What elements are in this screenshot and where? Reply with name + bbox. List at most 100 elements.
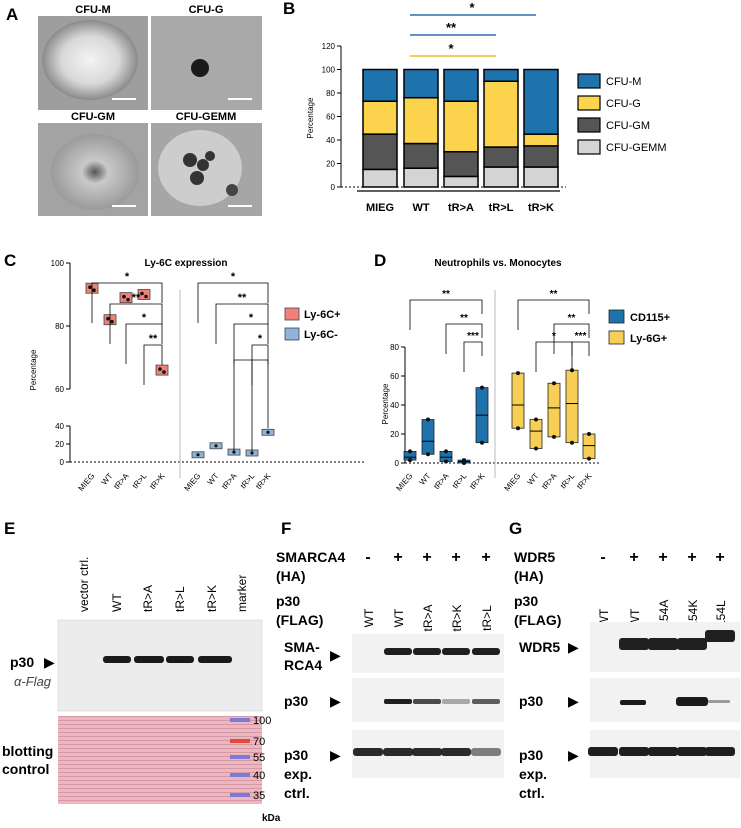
g-row2-label: p30 (514, 593, 538, 609)
sig-star: * (448, 41, 454, 56)
point-ly6g-tR>L (570, 440, 574, 445)
marker-band (230, 755, 250, 759)
y-tick-label: 80 (55, 322, 64, 331)
legend-swatch-0 (284, 307, 300, 321)
point-ly6c-pos-MIEG (92, 288, 96, 293)
band-p30 (198, 656, 232, 663)
e-unit-kda: kDa (262, 813, 281, 823)
point-ly6c-pos-WT (110, 319, 114, 324)
point-cd115-tR>A (444, 449, 448, 454)
point-ly6c-neg-MIEG (196, 453, 200, 457)
sig-bracket (233, 359, 269, 452)
y-tick-label: 80 (390, 343, 399, 352)
legend-swatch-0 (608, 309, 625, 324)
panel-b-legend: CFU-M CFU-G CFU-GM CFU-GEMM (577, 73, 667, 155)
sig-bracket (143, 344, 163, 385)
f-lane-label: tR>A (421, 604, 435, 631)
band-p30 (384, 699, 412, 704)
sig-bracket (553, 323, 590, 354)
f-arrow-3: ▶ (330, 747, 341, 763)
x-label-WT: WT (418, 471, 433, 486)
sig-bracket (571, 341, 590, 372)
sig-bracket (91, 282, 163, 323)
legend-label-1: Ly-6G+ (630, 333, 667, 345)
legend-label-0: Ly-6C+ (304, 309, 341, 321)
x-label-tR>K: tR>K (254, 471, 273, 491)
band-smarca4 (472, 648, 500, 655)
f-bands (353, 648, 501, 756)
panel-f: F SMARCA4 (HA) - + + + + p30 (FLAG) WT WT tR>A… (276, 519, 504, 801)
f-row1-values: - + + + + (365, 549, 490, 566)
bar-cfu-g-MIEG (362, 100, 398, 135)
panel-e: E vector ctrl. WT tR>A tR>L tR>K marker p30 ▶… (2, 519, 281, 824)
x-label-tR>A: tR>A (432, 471, 451, 491)
band-smarca4 (413, 648, 441, 655)
point-cd115-tR>K (480, 385, 484, 390)
g-value: - (600, 549, 605, 566)
g-value: + (629, 549, 638, 566)
bar-cfu-gemm-tR>L (483, 166, 519, 188)
micrograph-cfu-m (38, 16, 148, 110)
panel-c-title: Ly-6C expression (145, 258, 228, 269)
f-row1-tag: (HA) (276, 568, 306, 584)
sig-star: ** (550, 289, 558, 300)
panel-label-b: B (283, 0, 295, 18)
panel-label-d: D (374, 251, 386, 270)
point-ly6c-neg-tR>A (232, 450, 236, 454)
f-lane-label: WT (362, 608, 376, 627)
box-ly6g-WT (529, 419, 543, 449)
point-ly6g-tR>A (552, 434, 556, 439)
bar-cfu-gemm-tR>K (523, 166, 559, 188)
point-cd115-WT (426, 417, 430, 422)
x-label-MIEG: MIEG (76, 472, 96, 493)
e-label-control: control (2, 761, 49, 777)
sig-star: * (552, 331, 556, 342)
legend-swatch-cfu-g (577, 95, 601, 111)
sig-star: * (125, 271, 130, 283)
point-ly6g-tR>K (587, 432, 591, 436)
f-lane-label: tR>L (480, 605, 494, 631)
bar-cfu-g-tR>K (523, 133, 559, 147)
panel-c-ylabel: Percentage (29, 349, 38, 390)
sig-star: ** (238, 292, 247, 304)
sig-bracket (409, 299, 483, 330)
g-label-p30-exp: p30 (519, 747, 543, 763)
f-value: + (451, 549, 460, 566)
bar-cfu-g-tR>A (443, 100, 479, 153)
micrograph-cfu-gm (38, 123, 148, 216)
sig-bracket (125, 323, 163, 364)
bar-cfu-gm-tR>A (443, 151, 479, 178)
sig-star: ** (460, 313, 468, 324)
sig-star: ** (132, 292, 141, 304)
x-label-tR>A: tR>A (112, 471, 131, 491)
g-value: + (715, 549, 724, 566)
legend-label-1: Ly-6C- (304, 329, 338, 341)
f-label-rca4: RCA4 (284, 657, 322, 673)
marker-size-35: 35 (253, 790, 265, 802)
band-p30 (620, 700, 646, 705)
f-lane-label: tR>K (450, 604, 464, 631)
box-ly6c-pos-tR>L (137, 289, 151, 300)
y-tick-label: 0 (395, 459, 400, 468)
bar-cfu-m-WT (403, 68, 439, 99)
x-label-MIEG: MIEG (394, 472, 414, 493)
point-ly6c-pos-MIEG (88, 285, 92, 290)
label-cfu-gm: CFU-GM (71, 111, 115, 123)
point-ly6g-WT (534, 417, 538, 422)
bar-cfu-gemm-tR>A (443, 175, 479, 188)
x-label-tR>L: tR>L (451, 471, 469, 490)
point-ly6g-tR>A (552, 381, 556, 386)
band-p30-exp (471, 748, 501, 756)
x-label-MIEG: MIEG (182, 472, 202, 493)
f-value: - (365, 549, 370, 566)
box-ly6c-pos-tR>K (155, 364, 169, 376)
g-arrow-3: ▶ (568, 747, 579, 763)
legend-label-cfu-gemm: CFU-GEMM (606, 142, 667, 154)
g-value: + (658, 549, 667, 566)
point-ly6c-pos-WT (106, 316, 110, 321)
marker-size-70: 70 (253, 736, 265, 748)
western-blot-flag (57, 619, 263, 712)
